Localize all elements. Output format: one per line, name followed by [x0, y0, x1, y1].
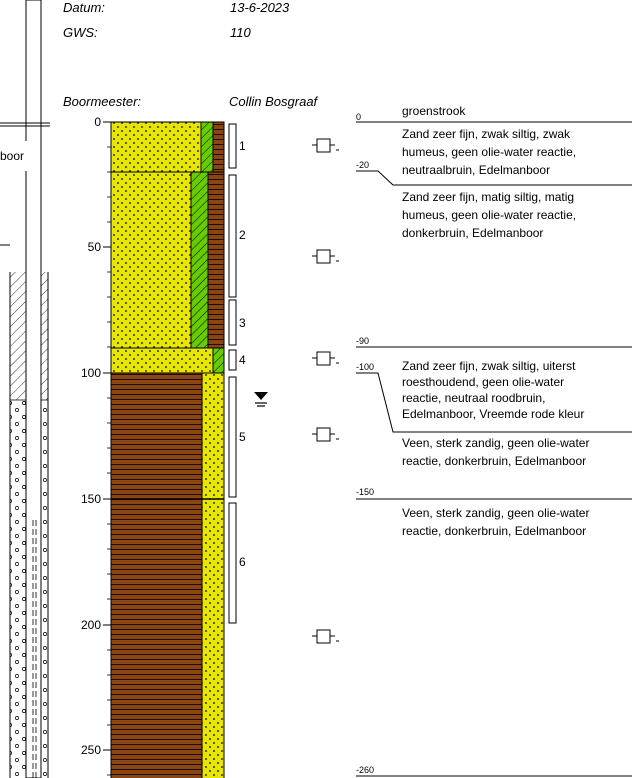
depth-axis: 0 50 100 150 200 250 [81, 115, 112, 778]
sample-number-3: 3 [239, 316, 246, 330]
depth-label-0: 0 [356, 112, 361, 122]
left-label: boor [0, 149, 24, 163]
depth-tick-0: 0 [94, 115, 101, 129]
layer-desc-3-line-0: Zand zeer fijn, zwak siltig, uiterst [402, 359, 576, 373]
depth-tick-100: 100 [81, 366, 101, 380]
layer-desc-1-line-2: neutraalbruin, Edelmanboor [402, 163, 550, 177]
depth-tick-50: 50 [88, 240, 102, 254]
depth-tick-200: 200 [81, 618, 101, 632]
layer-desc-2-line-1: humeus, geen olie-water reactie, [402, 208, 576, 222]
layer-peat-sand [202, 373, 224, 778]
boormeester-label: Boormeester: [63, 94, 141, 109]
layer-1-sand [111, 122, 201, 172]
datum-value: 13-6-2023 [230, 0, 290, 15]
gws-label: GWS: [63, 25, 98, 40]
marker-icon [312, 427, 339, 442]
gws-value: 110 [230, 25, 251, 40]
marker-icon [312, 249, 339, 264]
sample-box-6 [228, 502, 237, 624]
sample-number-2: 2 [239, 228, 246, 242]
depth-label-90: -90 [356, 336, 369, 346]
marker-icon [312, 138, 339, 153]
well-construction [0, 0, 50, 778]
layer-desc-5-line-1: reactie, donkerbruin, Edelmanboor [402, 524, 586, 538]
depth-label-150: -150 [356, 487, 374, 497]
layer-1-humus [201, 122, 213, 172]
layer-peat [111, 373, 202, 778]
layer-3-sand [111, 348, 213, 373]
soil-column [110, 121, 225, 778]
layer-desc-1-line-1: humeus, geen olie-water reactie, [402, 145, 576, 159]
sample-number-4: 4 [239, 353, 246, 367]
boormeester-value: Collin Bosgraaf [229, 94, 319, 109]
layer-descriptions: 0 groenstrook Zand zeer fijn, zwak silti… [356, 104, 632, 777]
measurement-markers [312, 138, 339, 644]
sample-intervals: 1 2 3 4 5 6 [228, 123, 246, 624]
sample-box-4 [228, 349, 237, 371]
layer-1-brown [213, 122, 224, 172]
layer-desc-3-line-3: Edelmanboor, Vreemde rode kleur [402, 407, 584, 421]
layer-2-humus [191, 172, 208, 348]
sample-number-6: 6 [239, 555, 246, 569]
layer-3-humus [213, 348, 224, 373]
layer-desc-2-line-0: Zand zeer fijn, matig siltig, matig [402, 190, 574, 204]
layer-2-sand [111, 172, 191, 348]
sample-number-5: 5 [239, 430, 246, 444]
marker-icon [312, 629, 339, 644]
depth-tick-150: 150 [81, 492, 101, 506]
sample-box-5 [228, 376, 237, 498]
layer-desc-5-line-0: Veen, sterk zandig, geen olie-water [402, 506, 589, 520]
layer-desc-2-line-2: donkerbruin, Edelmanboor [402, 226, 543, 240]
depth-label-100: -100 [356, 362, 374, 372]
depth-tick-250: 250 [81, 743, 101, 757]
sample-box-1 [228, 123, 237, 169]
layer-desc-0-line-0: groenstrook [402, 104, 466, 118]
groundwater-level-icon [254, 392, 268, 407]
layer-desc-3-line-1: roesthoudend, geen olie-water [402, 375, 564, 389]
layer-desc-3-line-2: reactie, neutraal roodbruin, [402, 391, 545, 405]
depth-label-20: -20 [356, 160, 369, 170]
layer-desc-1-line-0: Zand zeer fijn, zwak siltig, zwak [402, 127, 571, 141]
layer-desc-4-line-0: Veen, sterk zandig, geen olie-water [402, 436, 589, 450]
layer-2-brown [208, 172, 224, 348]
sample-number-1: 1 [239, 139, 246, 153]
marker-icon [312, 351, 339, 366]
layer-desc-4-line-1: reactie, donkerbruin, Edelmanboor [402, 454, 586, 468]
depth-label-260: -260 [356, 765, 374, 775]
sample-box-3 [228, 299, 237, 346]
sample-box-2 [228, 174, 237, 298]
datum-label: Datum: [63, 0, 105, 15]
